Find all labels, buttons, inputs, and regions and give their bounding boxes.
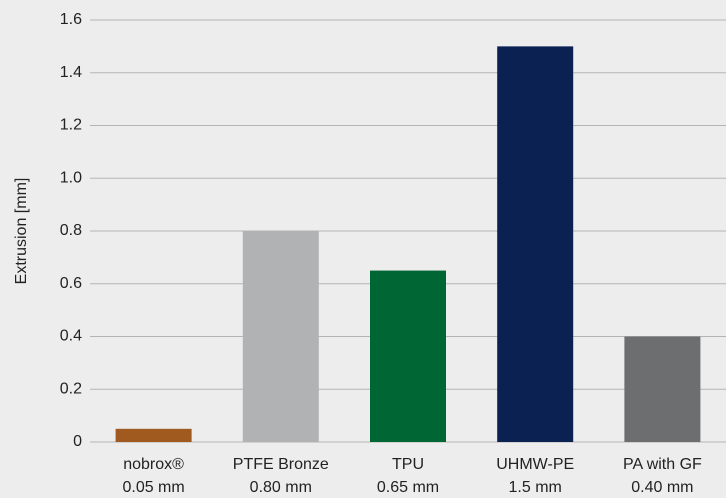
value-label: 1.5 mm bbox=[509, 479, 562, 496]
x-tick-label: nobrox® bbox=[123, 456, 184, 473]
y-tick-label: 1.4 bbox=[60, 64, 82, 81]
value-label: 0.40 mm bbox=[631, 479, 693, 496]
value-label: 0.05 mm bbox=[122, 479, 184, 496]
y-tick-label: 1.6 bbox=[60, 11, 82, 28]
x-tick-label: UHMW-PE bbox=[496, 456, 574, 473]
bar bbox=[624, 336, 701, 442]
value-label: 0.80 mm bbox=[250, 479, 312, 496]
y-axis-label: Extrusion [mm] bbox=[13, 178, 30, 285]
y-tick-label: 1.0 bbox=[60, 169, 82, 186]
y-tick-label: 0.6 bbox=[60, 275, 82, 292]
x-tick-label: PA with GF bbox=[623, 456, 702, 473]
bar bbox=[242, 231, 319, 442]
x-tick-label: PTFE Bronze bbox=[233, 456, 329, 473]
bar bbox=[115, 428, 192, 442]
y-tick-label: 0 bbox=[73, 433, 82, 450]
bar bbox=[497, 46, 574, 442]
y-tick-label: 0.8 bbox=[60, 222, 82, 239]
y-tick-label: 0.4 bbox=[60, 328, 82, 345]
y-tick-label: 1.2 bbox=[60, 117, 82, 134]
y-tick-label: 0.2 bbox=[60, 380, 82, 397]
x-tick-label: TPU bbox=[392, 456, 424, 473]
value-label: 0.65 mm bbox=[377, 479, 439, 496]
bar bbox=[370, 270, 446, 442]
